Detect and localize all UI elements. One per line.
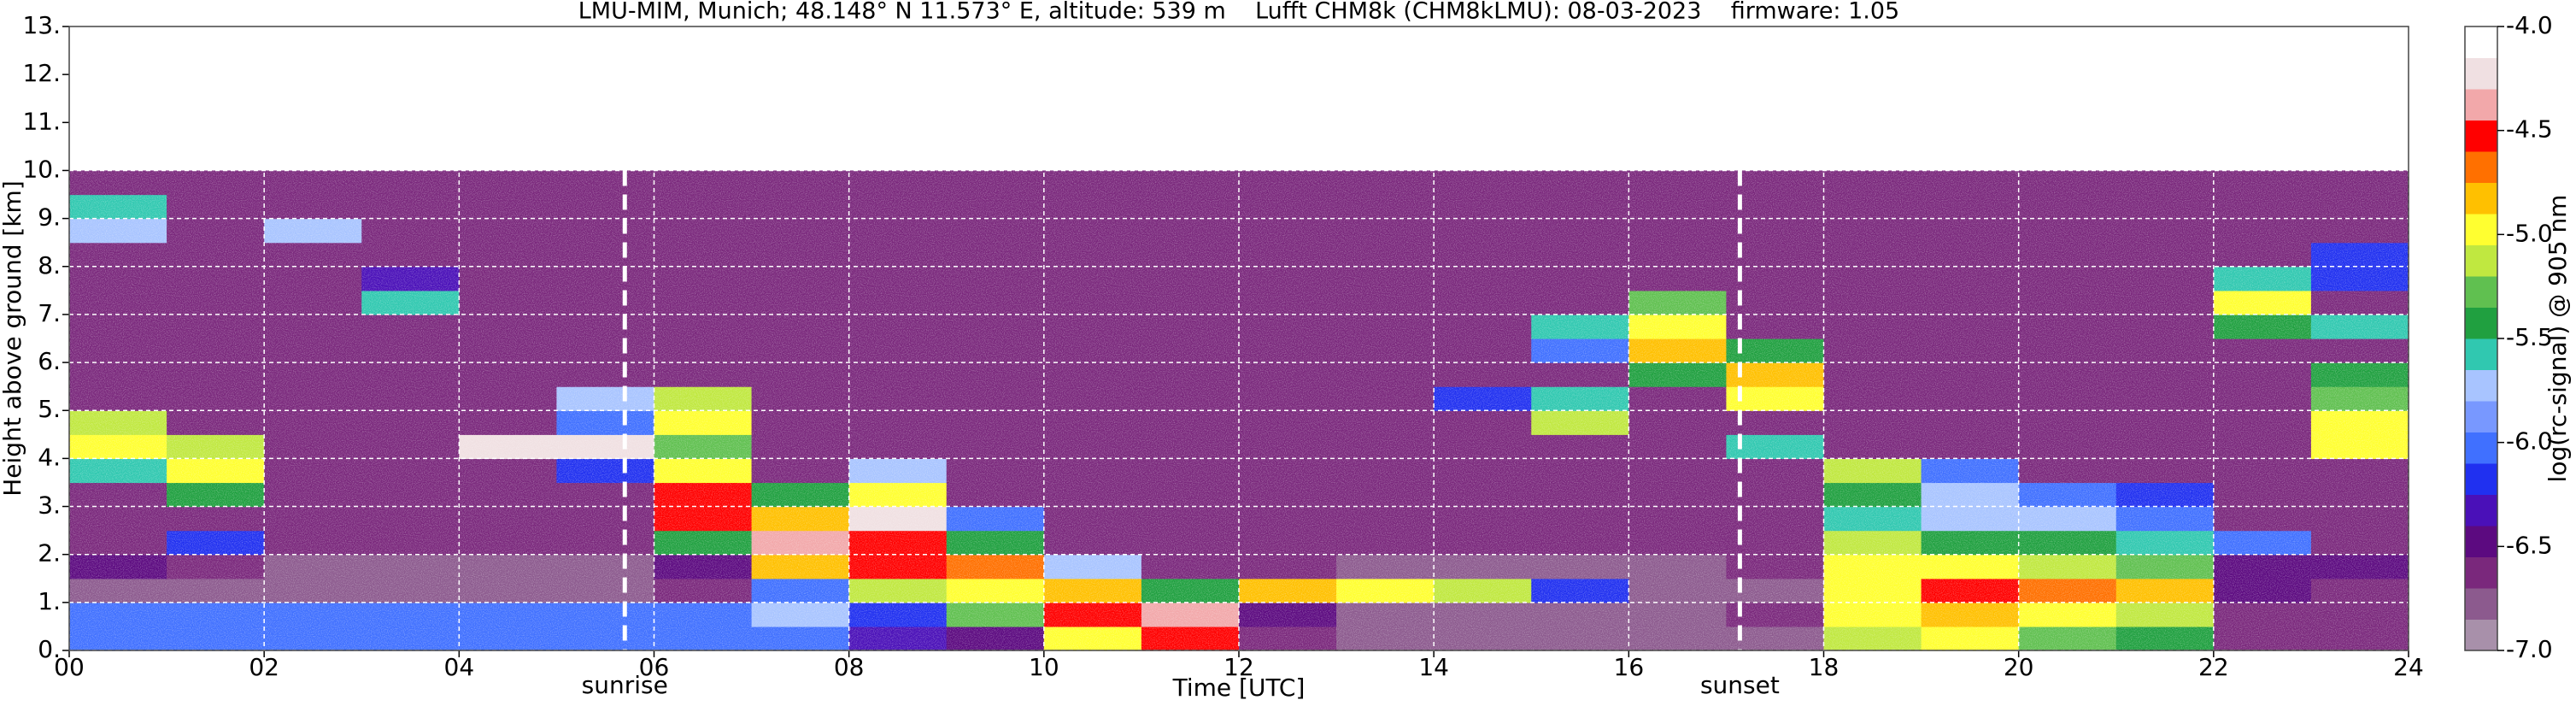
x-tick-label: 20 xyxy=(2004,653,2034,681)
colorbar-tick-label: -7.0 xyxy=(2506,635,2553,663)
y-tick-label: 8. xyxy=(38,251,61,279)
y-tick-label: 11. xyxy=(22,107,61,135)
colorbar-label: log(rc-signal) @ 905 nm xyxy=(2544,195,2572,483)
x-tick-label: 12 xyxy=(1223,653,1254,681)
colorbar-segment xyxy=(2465,244,2497,277)
x-axis-label: Time [UTC] xyxy=(1172,674,1306,702)
annotation-label: sunset xyxy=(1700,671,1780,699)
colorbar-segment xyxy=(2465,26,2497,58)
annotation-label: sunrise xyxy=(582,671,668,699)
colorbar-segment xyxy=(2465,151,2497,183)
y-tick-label: 0. xyxy=(38,635,61,663)
colorbar-segment xyxy=(2465,526,2497,557)
y-axis-label: Height above ground [km] xyxy=(0,180,26,497)
x-tick-label: 08 xyxy=(834,653,865,681)
x-tick-label: 18 xyxy=(1809,653,1840,681)
colorbar-segment xyxy=(2465,432,2497,464)
colorbar-segment xyxy=(2465,463,2497,495)
y-tick-label: 3. xyxy=(38,491,61,520)
x-tick-label: 22 xyxy=(2198,653,2229,681)
colorbar-tick-label: -5.5 xyxy=(2506,323,2553,351)
colorbar-segment xyxy=(2465,619,2497,651)
x-tick-label: 02 xyxy=(249,653,279,681)
y-tick-label: 6. xyxy=(38,347,61,375)
colorbar-tick-label: -6.0 xyxy=(2506,427,2553,456)
y-tick-label: 5. xyxy=(38,395,61,423)
colorbar-segment xyxy=(2465,307,2497,339)
colorbar-segment xyxy=(2465,276,2497,308)
colorbar-tick-label: -5.0 xyxy=(2506,219,2553,247)
colorbar-segment xyxy=(2465,120,2497,152)
colorbar-segment xyxy=(2465,494,2497,527)
x-tick-label: 00 xyxy=(54,653,85,681)
y-tick-label: 13. xyxy=(22,11,61,39)
y-tick-label: 10. xyxy=(22,155,61,183)
colorbar-segment xyxy=(2465,57,2497,90)
y-tick-label: 4. xyxy=(38,443,61,471)
y-tick-label: 1. xyxy=(38,587,61,615)
y-tick-label: 12. xyxy=(22,59,61,87)
colorbar-segment xyxy=(2465,556,2497,589)
colorbar-segment xyxy=(2465,401,2497,432)
y-tick-label: 7. xyxy=(38,299,61,327)
x-tick-label: 16 xyxy=(1614,653,1645,681)
colorbar-segment xyxy=(2465,369,2497,402)
x-tick-label: 06 xyxy=(639,653,670,681)
colorbar-segment xyxy=(2465,588,2497,620)
colorbar-segment xyxy=(2465,182,2497,215)
colorbar-tick-label: -6.5 xyxy=(2506,531,2553,559)
colorbar-segment xyxy=(2465,338,2497,370)
plot-frame xyxy=(68,26,2409,651)
colorbar-segment xyxy=(2465,214,2497,245)
colorbar-tick-label: -4.5 xyxy=(2506,115,2553,144)
x-tick-label: 14 xyxy=(1418,653,1449,681)
x-tick-label: 10 xyxy=(1029,653,1059,681)
y-tick-label: 9. xyxy=(38,203,61,232)
y-tick-label: 2. xyxy=(38,539,61,568)
colorbar-tick-label: -4.0 xyxy=(2506,11,2553,39)
x-tick-label: 24 xyxy=(2393,653,2424,681)
colorbar-segment xyxy=(2465,89,2497,121)
chart-title: LMU-MIM, Munich; 48.148° N 11.573° E, al… xyxy=(578,0,1899,25)
x-tick-label: 04 xyxy=(444,653,475,681)
